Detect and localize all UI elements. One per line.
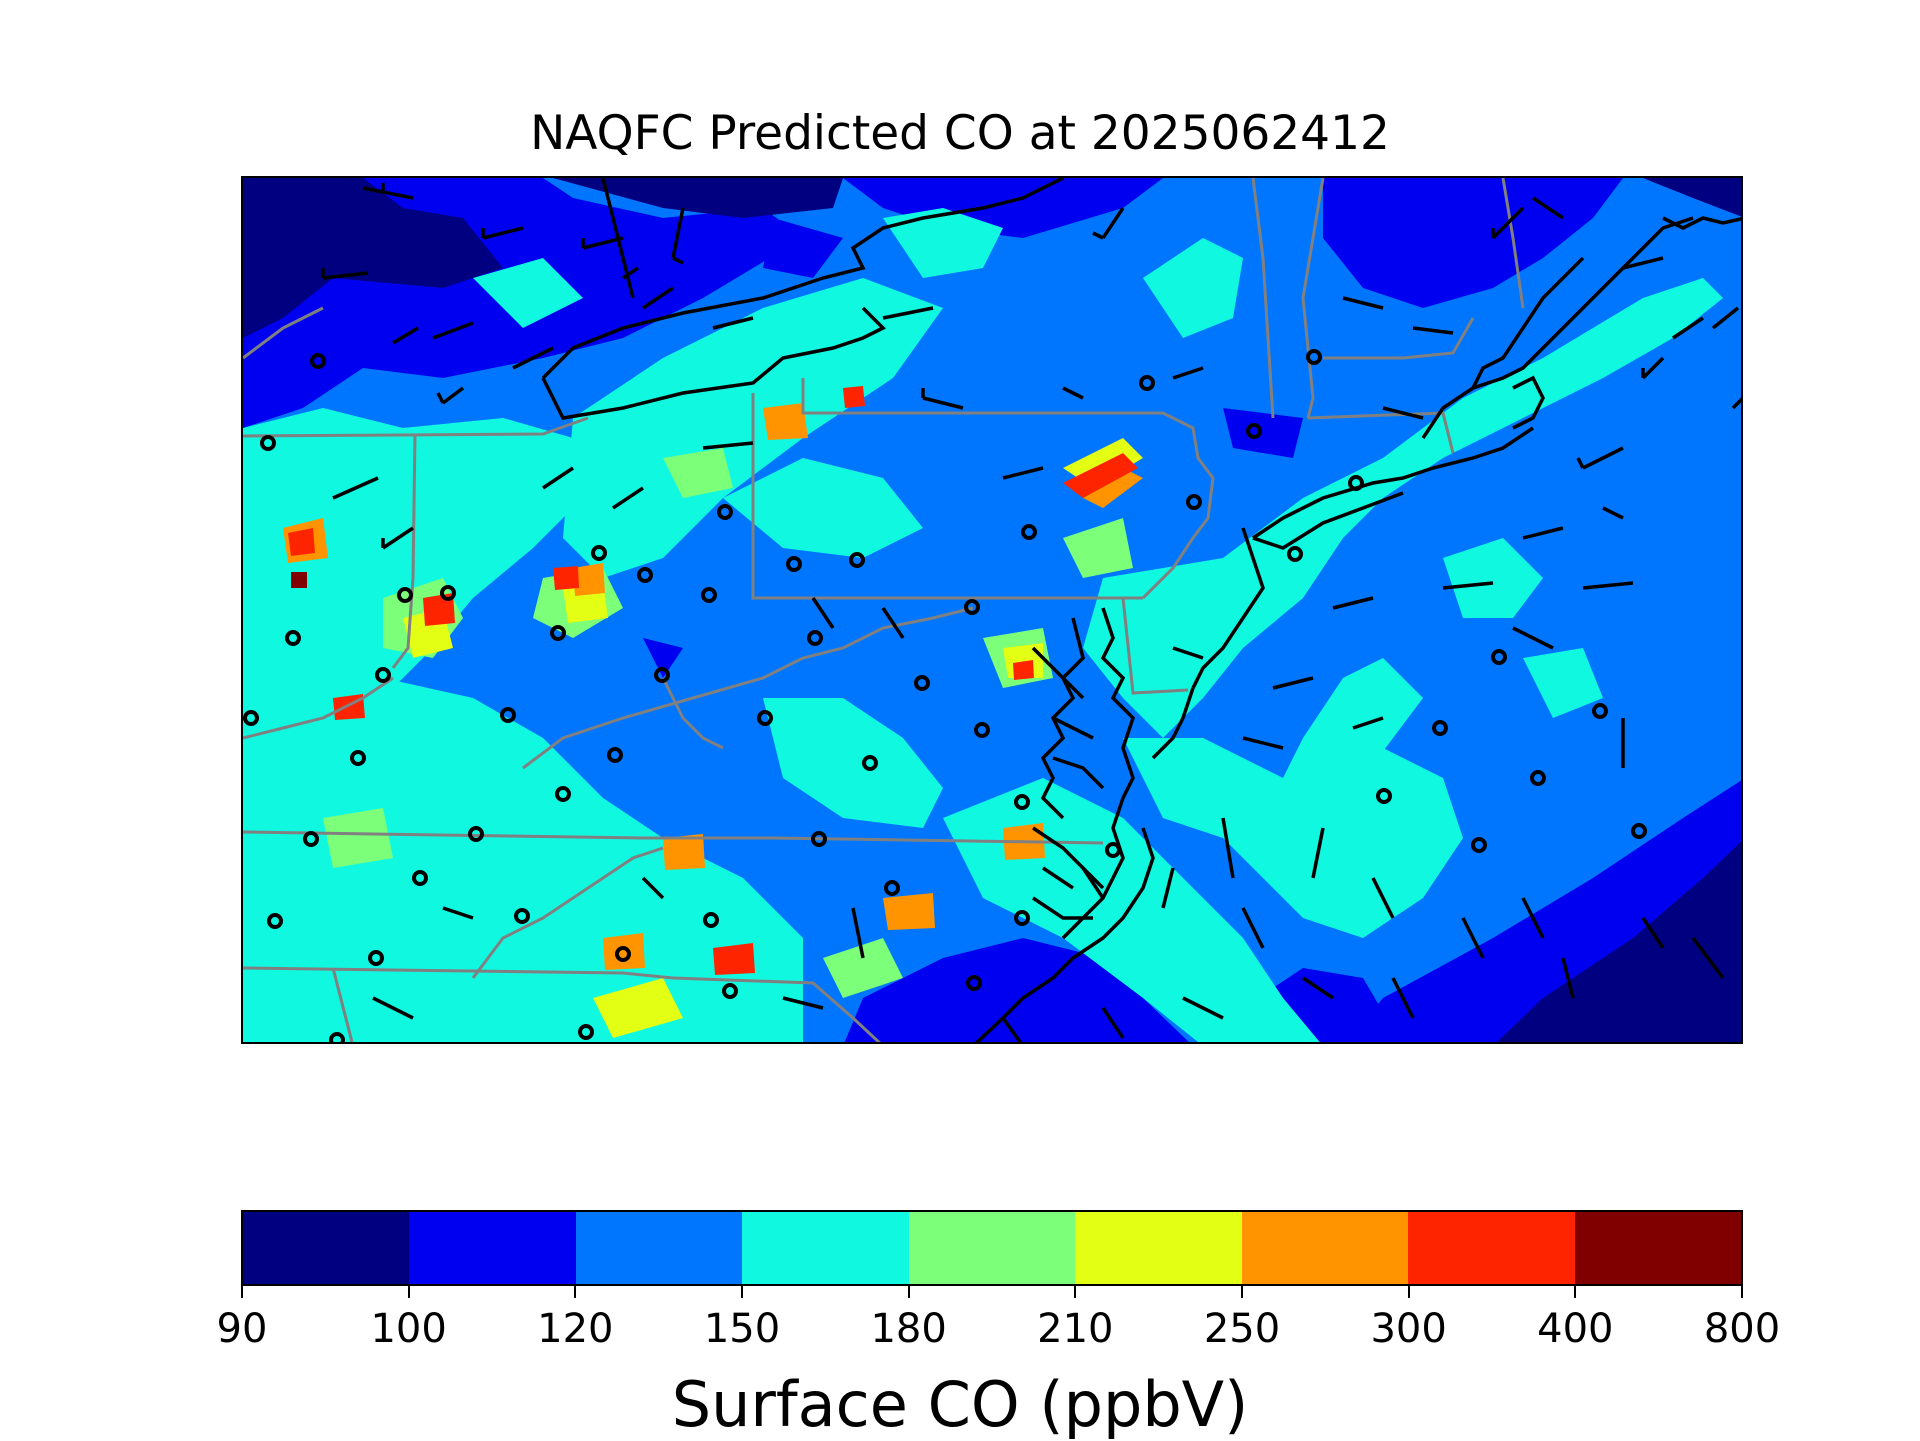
colorbar-tick [1074, 1286, 1077, 1298]
colorbar-tick-label: 400 [1537, 1306, 1614, 1352]
colorbar-tick [907, 1286, 910, 1298]
max-co-cell [291, 572, 307, 588]
colorbar [241, 1210, 1743, 1286]
colorbar-tick-label: 180 [870, 1306, 947, 1352]
colorbar-segment [1241, 1212, 1409, 1284]
wind-barbs [321, 178, 1741, 1042]
very-high-co-regions [283, 403, 1143, 970]
colorbar-segment [243, 1212, 410, 1284]
colorbar-tick-label: 250 [1203, 1306, 1281, 1352]
map-title: NAQFC Predicted CO at 2025062412 [530, 106, 1390, 161]
colorbar-tick [574, 1286, 577, 1298]
colorbar-segment [908, 1212, 1076, 1284]
colorbar-tick-label: 800 [1703, 1306, 1781, 1352]
colorbar-tick [241, 1286, 243, 1298]
colorbar-segment [1574, 1212, 1741, 1284]
colorbar-tick-label: 90 [216, 1306, 268, 1352]
state-borders [243, 178, 1525, 1042]
monitor-stations [243, 349, 1647, 1042]
colorbar-tick [1741, 1286, 1743, 1298]
colorbar-tick-label: 120 [537, 1306, 614, 1352]
colorbar-tick [1241, 1286, 1243, 1298]
colorbar-tick [407, 1286, 410, 1298]
colorbar-segment [1075, 1212, 1242, 1284]
map-panel [241, 176, 1743, 1044]
colorbar-segment [409, 1212, 576, 1284]
colorbar-tick [1407, 1286, 1410, 1298]
colorbar-segment [1408, 1212, 1575, 1284]
colorbar-tick [741, 1286, 743, 1298]
map-canvas [243, 178, 1741, 1042]
colorbar-segment [742, 1212, 909, 1284]
peak-co-regions [288, 386, 1138, 975]
coastlines [541, 178, 1741, 1042]
colorbar-segment [575, 1212, 743, 1284]
colorbar-tick [1574, 1286, 1577, 1298]
colorbar-tick-label: 150 [703, 1306, 781, 1352]
colorbar-tick-label: 300 [1370, 1306, 1447, 1352]
colorbar-tick-label: 100 [370, 1306, 447, 1352]
colorbar-tick-label: 210 [1037, 1306, 1114, 1352]
colorbar-title: Surface CO (ppbV) [671, 1368, 1249, 1441]
